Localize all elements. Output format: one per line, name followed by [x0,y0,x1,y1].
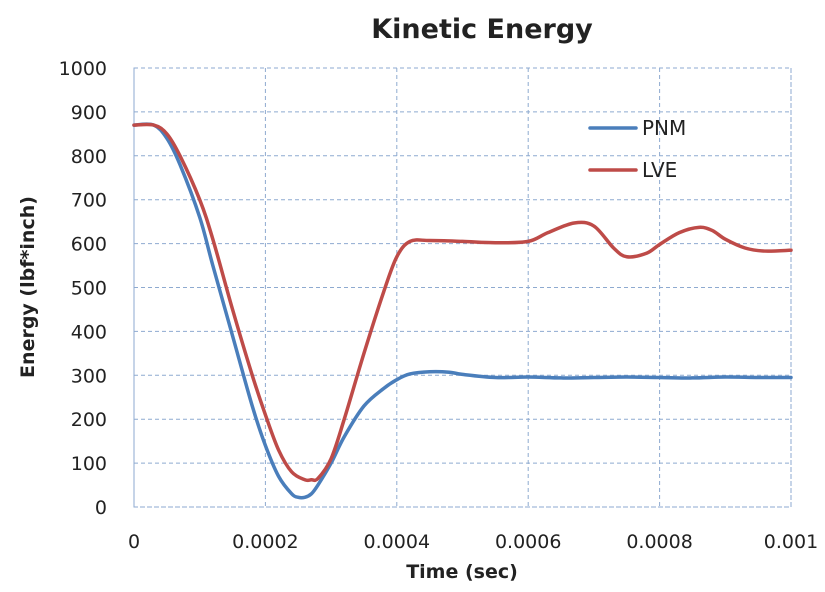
y-tick-labels: 0 100 200 300 400 500 600 700 800 900 1000 [59,58,107,519]
x-tick-label: 0.0002 [232,531,298,553]
y-tick-label: 300 [71,365,107,387]
y-tick-label: 800 [71,146,107,168]
series-line-lve [132,122,793,483]
y-tick-label: 400 [71,321,107,343]
x-axis-title: Time (sec) [406,561,518,583]
x-tick-label: 0.0006 [495,531,561,553]
x-tick-label: 0.001 [764,531,818,553]
y-axis-title: Energy (lbf*inch) [17,196,39,378]
x-tick-label: 0 [128,531,140,553]
series-line-pnm [132,122,793,500]
legend: PNM LVE [588,116,686,182]
y-tick-label: 1000 [59,58,107,80]
y-tick-label: 600 [71,234,107,256]
legend-label-lve: LVE [642,158,677,182]
gridlines [133,67,792,508]
series-lines [132,122,793,500]
y-tick-label: 900 [71,102,107,124]
legend-label-pnm: PNM [642,116,686,140]
plot-frame [133,67,792,508]
y-tick-label: 700 [71,190,107,212]
x-tick-label: 0.0008 [626,531,692,553]
x-tick-labels: 0 0.0002 0.0004 0.0006 0.0008 0.001 [128,531,818,553]
chart-title: Kinetic Energy [371,14,593,45]
y-tick-label: 200 [71,409,107,431]
y-tick-label: 500 [71,278,107,300]
y-tick-label: 100 [71,453,107,475]
y-tick-label: 0 [95,497,107,519]
x-tick-label: 0.0004 [364,531,430,553]
